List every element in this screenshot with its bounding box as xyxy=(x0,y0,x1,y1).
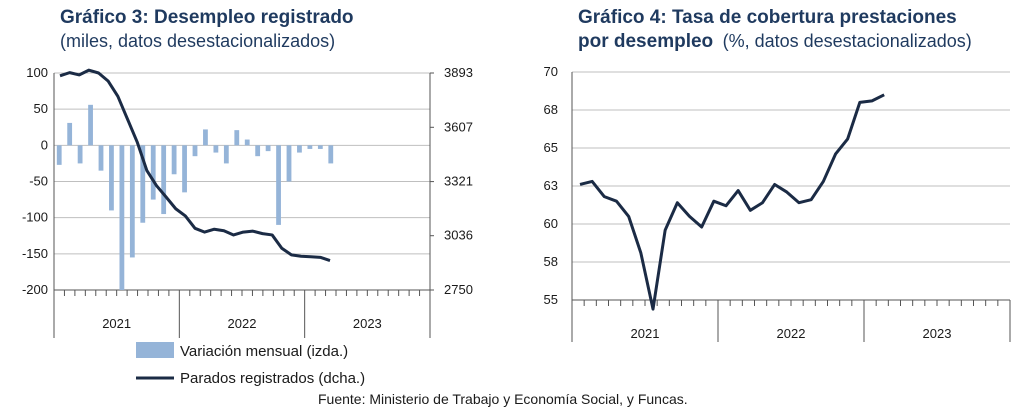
chart4-ytick: 65 xyxy=(544,140,558,155)
chart3-bar xyxy=(317,145,323,149)
chart3-subtitle: (miles, datos desestacionalizados) xyxy=(60,31,335,51)
chart4-subtitle-line: por desempleo (%, datos desestacionaliza… xyxy=(578,31,972,52)
chart3-plot: 100 50 0 -50 -100 -150 -200 3893 3607 3321 3036 275… xyxy=(22,65,473,338)
chart3-year-label: 2023 xyxy=(353,316,382,331)
chart3-bar xyxy=(171,145,177,175)
chart4-year-label: 2021 xyxy=(631,326,660,341)
chart3-ytick-left: -50 xyxy=(29,174,48,189)
chart3-bar xyxy=(98,145,104,171)
chart3-bar xyxy=(265,145,271,152)
source-note: Fuente: Ministerio de Trabajo y Economía… xyxy=(318,391,688,407)
chart3-ytick-right: 3321 xyxy=(444,174,473,189)
chart3-bar xyxy=(56,145,62,165)
chart3-ytick-right: 3893 xyxy=(444,65,473,80)
chart3-bar xyxy=(182,145,187,193)
chart3-ytick-left: -150 xyxy=(22,246,48,261)
chart3-bar xyxy=(328,145,334,164)
chart3-bar xyxy=(203,129,208,146)
chart3-bar xyxy=(307,145,313,149)
chart3-bar xyxy=(150,145,156,200)
chart3-bar xyxy=(276,145,281,225)
chart3-line-series xyxy=(59,68,331,262)
chart4-plot: 70 68 65 63 60 58 55 2021 2022 2023 xyxy=(544,64,1011,342)
chart3-bar xyxy=(161,145,167,215)
chart3-title: Gráfico 3: Desempleo registrado xyxy=(60,7,354,28)
chart3-year-label: 2022 xyxy=(228,316,257,331)
chart3-bar xyxy=(119,145,125,290)
chart4-title: Gráfico 4: Tasa de cobertura prestacione… xyxy=(578,7,957,28)
chart3-legend: Variación mensual (izda.) Parados regist… xyxy=(136,342,365,387)
chart3-ytick-left: -200 xyxy=(22,282,48,297)
chart3-ytick-right: 3036 xyxy=(444,228,473,243)
chart3-bar xyxy=(192,145,198,157)
chart3-bar xyxy=(140,145,146,223)
chart4-ytick: 58 xyxy=(544,254,558,269)
chart4-ytick: 55 xyxy=(544,292,558,307)
chart4-year-label: 2023 xyxy=(923,326,952,341)
chart3-bar xyxy=(297,145,302,153)
chart3-bar xyxy=(244,139,250,146)
chart3-year-label: 2021 xyxy=(102,316,131,331)
chart3-bar xyxy=(88,104,93,146)
chart4-year-label: 2022 xyxy=(777,326,806,341)
chart3-bar xyxy=(109,145,114,211)
chart3-bar xyxy=(129,145,135,258)
chart3-ytick-right: 3607 xyxy=(444,119,473,134)
chart3-bar xyxy=(286,145,292,182)
chart3-bar xyxy=(234,130,240,146)
chart3-bar xyxy=(67,122,73,146)
chart4-ytick: 70 xyxy=(544,64,558,79)
chart3-ytick-left: 50 xyxy=(34,101,48,116)
chart3-ytick-left: 100 xyxy=(26,65,48,80)
chart3-ytick-left: -100 xyxy=(22,210,48,225)
chart3-bar xyxy=(223,145,229,164)
legend-bar-swatch xyxy=(136,342,174,358)
chart3-ytick-right: 2750 xyxy=(444,282,473,297)
legend-line-label: Parados registrados (dcha.) xyxy=(180,370,365,387)
chart3-bar xyxy=(255,145,261,157)
chart3-bar xyxy=(77,145,83,164)
chart4-ytick: 63 xyxy=(544,178,558,193)
chart4-title-cont: por desempleo xyxy=(578,31,713,52)
legend-bar-label: Variación mensual (izda.) xyxy=(180,343,348,360)
chart4-line-series xyxy=(579,93,885,311)
chart4-ytick: 60 xyxy=(544,216,558,231)
chart4-subtitle: (%, datos desestacionalizados) xyxy=(723,31,972,51)
chart3-bar xyxy=(213,145,219,153)
chart3-ytick-left: 0 xyxy=(41,137,48,152)
chart4-ytick: 68 xyxy=(544,102,558,117)
